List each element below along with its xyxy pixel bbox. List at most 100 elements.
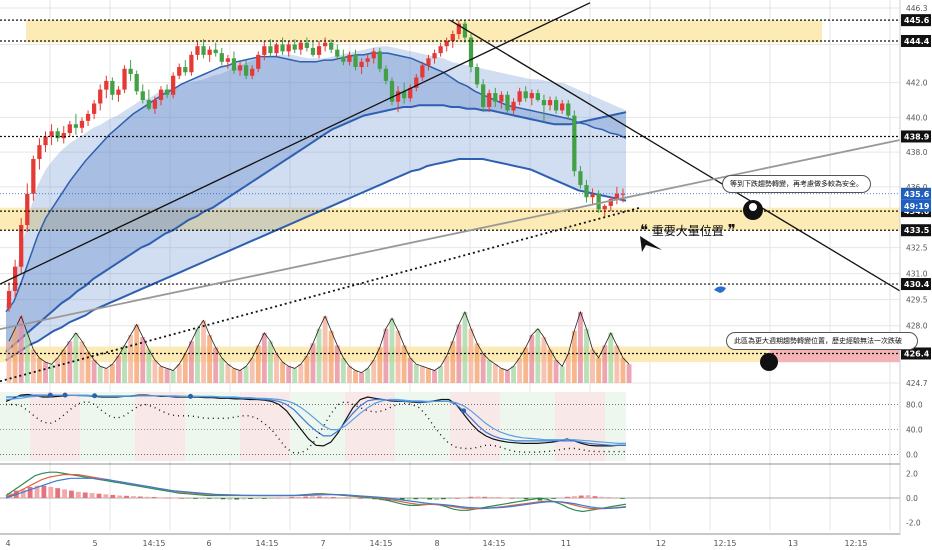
volume-bar (334, 345, 340, 383)
volume-bar (182, 353, 188, 383)
x-axis-tick-label: 8 (434, 539, 439, 548)
candle (183, 67, 188, 73)
macd-histogram-bar (220, 498, 226, 500)
candle (499, 94, 504, 102)
ribbon-outer-band (6, 46, 626, 361)
candle (164, 89, 170, 95)
volume-bar (511, 366, 516, 383)
trendline-gray[interactable] (0, 139, 901, 331)
candle (602, 205, 607, 210)
candle (456, 23, 461, 35)
candle (140, 91, 145, 101)
macd-histogram-bar (48, 486, 54, 498)
price-tag-bg (901, 187, 931, 200)
candle (408, 87, 413, 99)
macd-histogram-bar (199, 498, 205, 499)
candle (487, 93, 492, 107)
candle (243, 65, 249, 76)
note-bubble-downtrend[interactable]: 等到下跌趨勢轉變，再考慮做多較為安全。 (722, 175, 871, 193)
macd-histogram-bar (482, 496, 488, 498)
candle (468, 37, 474, 68)
macd-histogram-bar (496, 497, 501, 499)
volume-bar (347, 366, 352, 383)
macd-histogram-bar (323, 496, 329, 498)
candle (49, 131, 54, 137)
volume-bar (188, 341, 194, 383)
volume-bar (73, 332, 79, 383)
note-bubble-support[interactable]: 此區為更大週期趨勢轉變位置，歷史經驗無法一次跌破 (726, 332, 918, 350)
candle (304, 42, 310, 48)
candle (353, 54, 358, 68)
volume-bar (565, 353, 571, 383)
candle (262, 46, 267, 55)
candle (146, 100, 151, 109)
macd-histogram-bar (310, 496, 315, 498)
candle (98, 89, 103, 104)
candle (25, 193, 30, 226)
volume-bar (365, 368, 371, 383)
candle (189, 54, 194, 73)
macd-histogram-bar (20, 489, 26, 498)
volume-bar (517, 357, 523, 383)
macd-histogram-bar (131, 496, 136, 498)
macd-histogram-bar (89, 493, 95, 498)
oscillator-signal-dot (62, 392, 68, 398)
macd-histogram-bar (165, 497, 171, 499)
oscillator-shade-band (240, 392, 290, 461)
volume-zone-label: ❝ 重要大量位置 ❞ (640, 221, 736, 239)
candle (608, 198, 613, 206)
candle (280, 44, 285, 52)
note-bubble-support-text: 此區為更大週期趨勢轉變位置，歷史經驗無法一次跌破 (734, 337, 902, 345)
support-zone (26, 20, 822, 43)
macd-histogram-bar (34, 485, 40, 498)
volume-bar (407, 357, 413, 383)
candle (578, 171, 583, 186)
y-axis-tick-label: 442.0 (906, 79, 928, 88)
github-cat-icon[interactable] (760, 353, 778, 371)
volume-bar (116, 355, 121, 383)
volume-bar (170, 370, 176, 383)
candle (55, 131, 60, 139)
volume-bar (280, 362, 285, 383)
macd-histogram-bar (27, 486, 33, 498)
x-axis-tick-label: 7 (320, 539, 325, 548)
volume-bar (128, 334, 134, 383)
macd-histogram-bar (365, 498, 371, 499)
oscillator-signal-dot (461, 408, 467, 414)
volume-bar (498, 368, 504, 383)
macd-histogram-bar (509, 498, 515, 499)
volume-bar (480, 353, 486, 383)
macd-histogram-bar (620, 498, 625, 499)
candle (298, 42, 303, 50)
candle (322, 42, 328, 47)
volume-bar (474, 343, 480, 383)
candle (614, 193, 620, 199)
volume-bar (55, 357, 61, 383)
macd-histogram-bar (317, 496, 322, 498)
oscillator-tick-label: 0.0 (906, 451, 918, 460)
macd-histogram-bar (441, 498, 446, 500)
candle (219, 53, 224, 62)
volume-bar (201, 320, 206, 383)
candle (450, 34, 455, 41)
trendline-downtrend[interactable] (449, 19, 901, 292)
candle (104, 80, 109, 90)
volume-bar (426, 368, 431, 383)
candle (310, 47, 316, 55)
oscillator-shade-band (345, 392, 395, 461)
oscillator-line (5, 394, 626, 444)
volume-bar (535, 328, 541, 383)
price-tag-bg (901, 130, 931, 143)
volume-bar (24, 332, 30, 383)
trendline-uptrend[interactable] (0, 2, 591, 285)
candle (462, 23, 468, 38)
support-zone (0, 207, 900, 231)
candle (420, 65, 425, 78)
volume-bar (614, 345, 620, 383)
airplane-icon (640, 236, 662, 252)
volume-bar (267, 341, 273, 383)
trendline-dotted[interactable] (0, 206, 641, 383)
quote-close-icon: ❞ (727, 221, 736, 239)
